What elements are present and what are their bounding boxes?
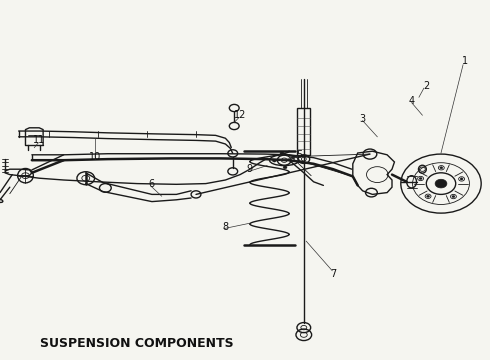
Circle shape: [450, 194, 456, 199]
Text: 7: 7: [330, 269, 336, 279]
Text: 8: 8: [222, 222, 228, 232]
Text: 4: 4: [409, 96, 415, 106]
Circle shape: [417, 176, 423, 181]
Text: 12: 12: [234, 110, 246, 120]
Circle shape: [439, 166, 444, 170]
Circle shape: [427, 195, 430, 197]
Text: 2: 2: [423, 81, 429, 91]
Text: 11: 11: [33, 135, 45, 145]
Circle shape: [459, 177, 465, 181]
Circle shape: [419, 177, 422, 180]
Text: 9: 9: [247, 164, 253, 174]
Circle shape: [435, 179, 447, 188]
Circle shape: [280, 152, 284, 155]
Circle shape: [452, 195, 455, 198]
Circle shape: [425, 194, 431, 198]
Text: 1: 1: [463, 56, 468, 66]
Text: 6: 6: [149, 179, 155, 189]
Circle shape: [460, 178, 463, 180]
Text: 10: 10: [89, 152, 102, 162]
Circle shape: [283, 166, 287, 169]
Text: SUSPENSION COMPONENTS: SUSPENSION COMPONENTS: [40, 337, 234, 350]
Circle shape: [440, 167, 443, 169]
Text: 5: 5: [296, 150, 302, 160]
Circle shape: [291, 156, 295, 159]
Text: 3: 3: [360, 114, 366, 124]
Circle shape: [272, 159, 276, 162]
